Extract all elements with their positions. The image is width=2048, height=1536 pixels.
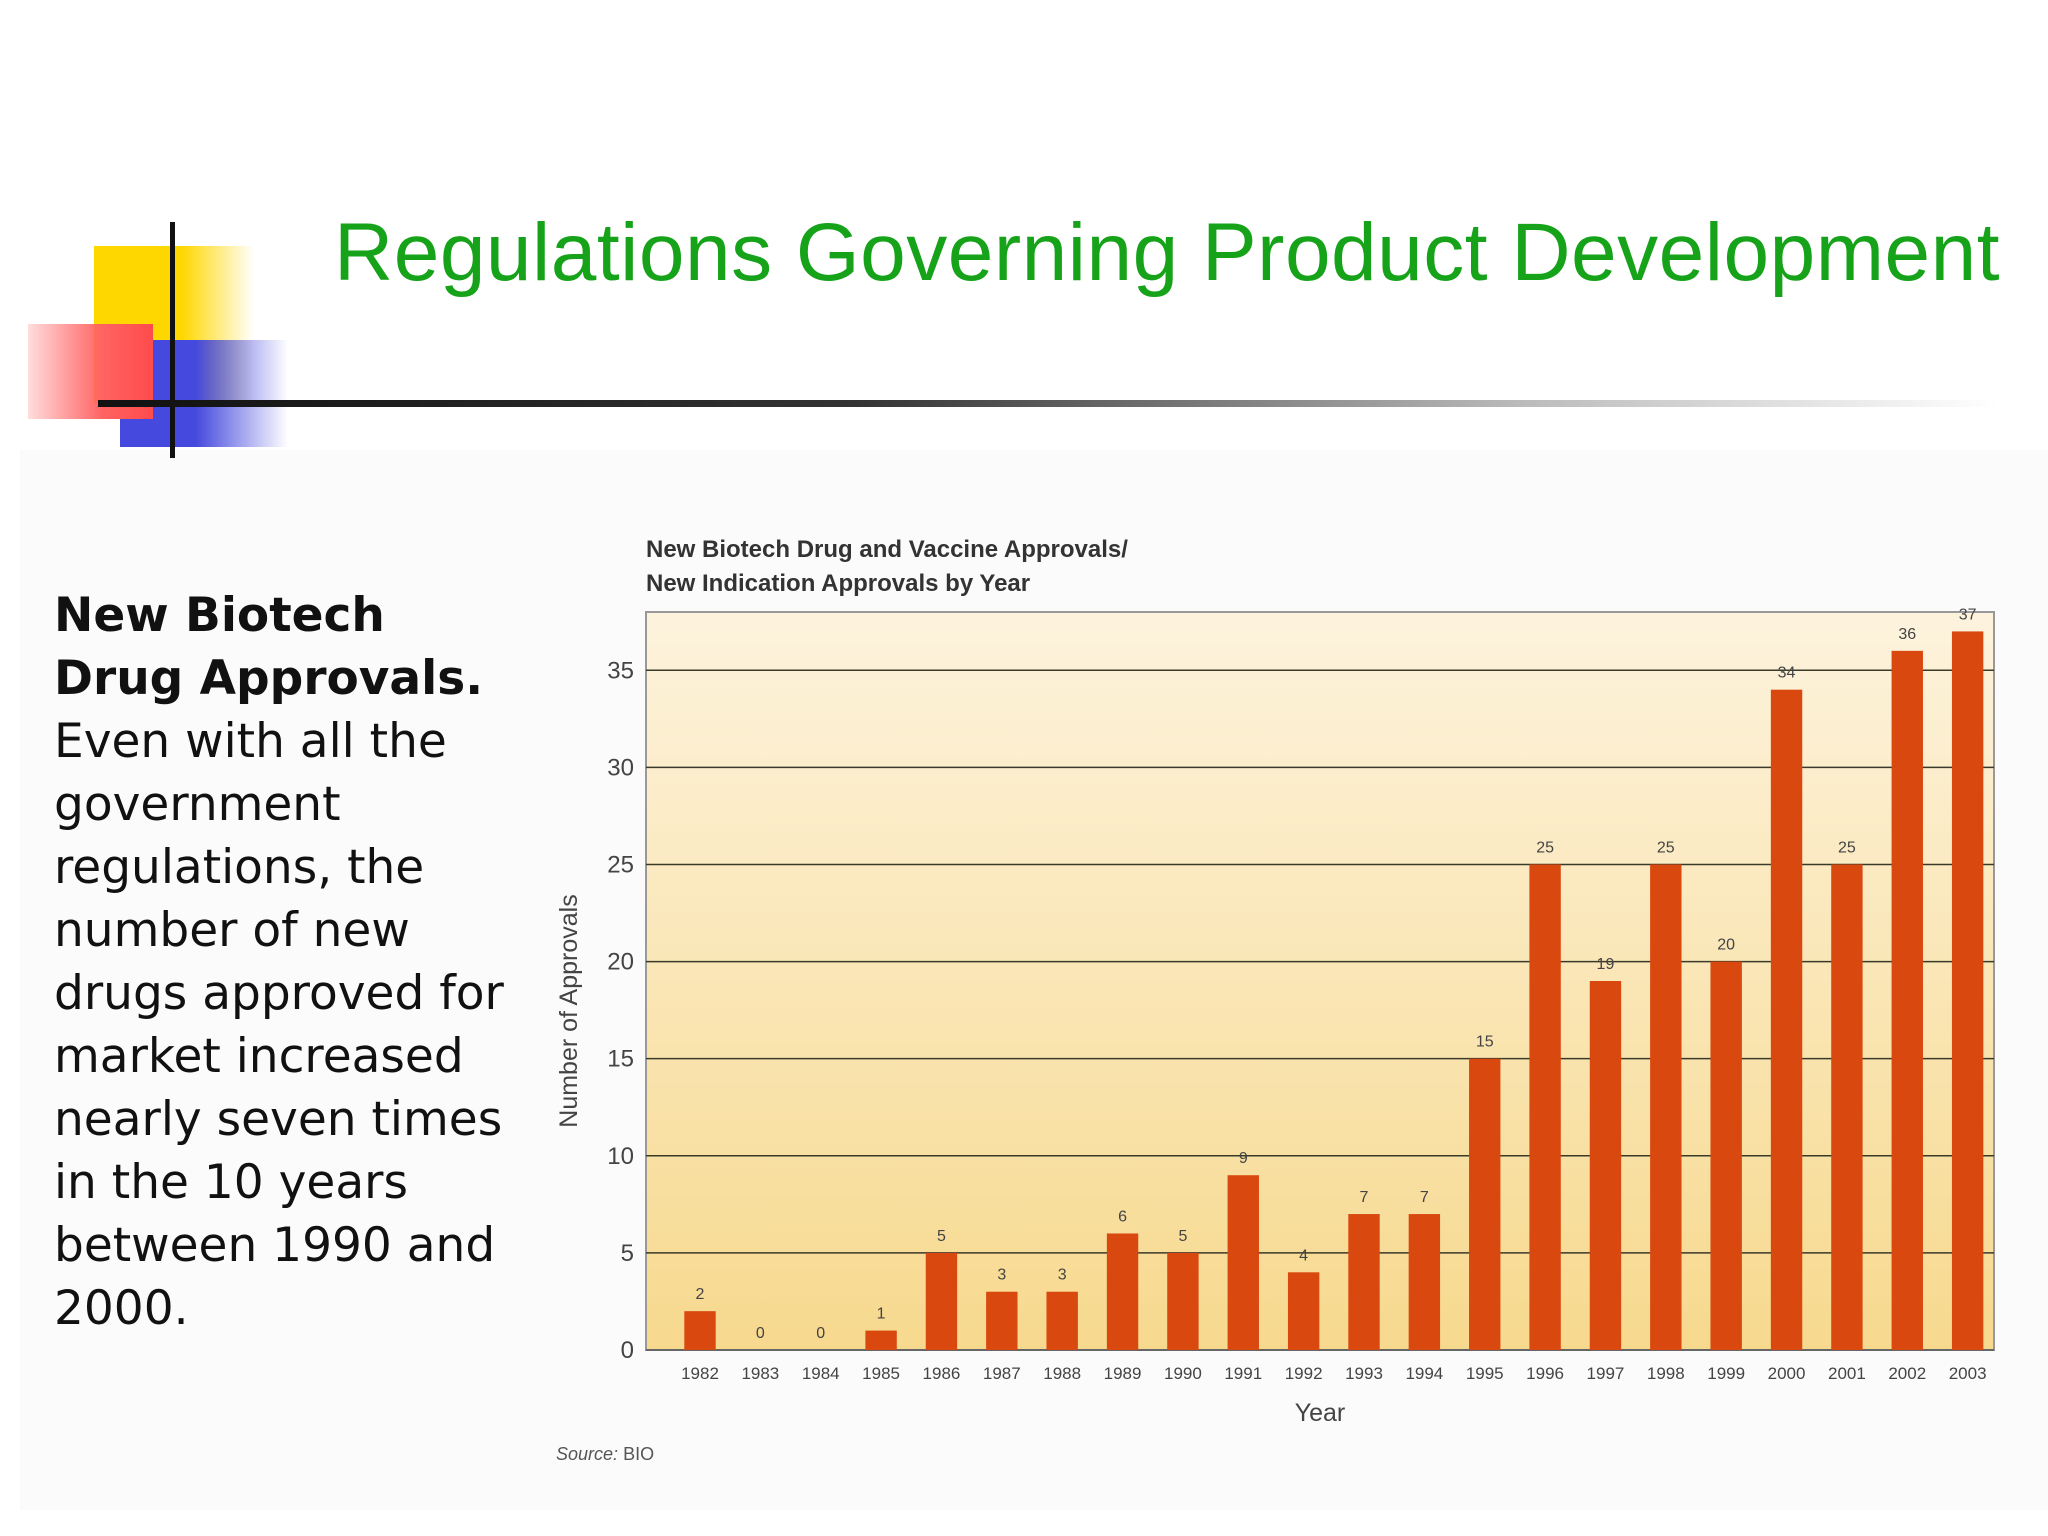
y-tick-label: 5 <box>621 1240 634 1267</box>
bar-value-label: 25 <box>1657 839 1675 856</box>
bar-1988 <box>1046 1291 1078 1350</box>
x-tick-label: 1989 <box>1104 1364 1142 1383</box>
y-tick-label: 15 <box>607 1046 634 1073</box>
bar-2003 <box>1951 631 1984 1350</box>
y-tick-label: 0 <box>621 1337 634 1364</box>
x-tick-label: 1990 <box>1164 1364 1202 1383</box>
bar-1992 <box>1287 1272 1320 1350</box>
x-tick-label: 1983 <box>741 1364 779 1383</box>
x-tick-label: 2000 <box>1768 1364 1806 1383</box>
decor-vertical-line <box>170 222 175 458</box>
source-label: Source: <box>556 1444 619 1464</box>
x-tick-label: 1993 <box>1345 1364 1383 1383</box>
y-axis-ticks: 0 5 10 15 20 25 30 35 <box>607 657 634 1364</box>
bar-value-label: 7 <box>1360 1189 1369 1206</box>
bar-1998 <box>1650 864 1682 1350</box>
bar-1991 <box>1227 1175 1259 1350</box>
bar-1995 <box>1469 1058 1501 1350</box>
bar-1993 <box>1348 1214 1380 1350</box>
x-tick-label: 1998 <box>1647 1364 1685 1383</box>
chart-title: New Biotech Drug and Vaccine Approvals/ … <box>646 533 1128 601</box>
bar-value-label: 34 <box>1778 665 1796 682</box>
bar-1989 <box>1106 1233 1139 1350</box>
bar-1999 <box>1710 961 1742 1350</box>
bar-value-label: 3 <box>1058 1267 1067 1284</box>
y-tick-label: 10 <box>607 1143 634 1170</box>
y-tick-label: 35 <box>607 657 634 684</box>
y-tick-label: 30 <box>607 754 634 781</box>
bar-1986 <box>925 1252 958 1350</box>
y-tick-label: 25 <box>607 851 634 878</box>
source-note: Source: BIO <box>556 1444 654 1465</box>
bar-1997 <box>1589 981 1622 1350</box>
x-tick-label: 1996 <box>1526 1364 1564 1383</box>
bar-value-label: 0 <box>816 1325 825 1342</box>
x-tick-label: 1991 <box>1224 1364 1262 1383</box>
bar-value-label: 5 <box>937 1228 946 1245</box>
x-tick-label: 1985 <box>862 1364 900 1383</box>
bar-value-label: 36 <box>1898 626 1916 643</box>
x-tick-label: 1999 <box>1707 1364 1745 1383</box>
bar-value-label: 0 <box>756 1325 765 1342</box>
bar-2002 <box>1891 650 1923 1350</box>
bar-value-label: 9 <box>1239 1150 1248 1167</box>
bar-value-label: 6 <box>1118 1208 1127 1225</box>
bar-1996 <box>1529 864 1561 1350</box>
source-value: BIO <box>623 1444 655 1464</box>
bar-value-label: 7 <box>1420 1189 1429 1206</box>
x-tick-label: 2002 <box>1888 1364 1926 1383</box>
x-tick-label: 1987 <box>983 1364 1021 1383</box>
decor-horizontal-line <box>98 400 1998 407</box>
bar-value-label: 25 <box>1838 839 1856 856</box>
bar-value-label: 4 <box>1299 1247 1308 1264</box>
x-tick-label: 1982 <box>681 1364 719 1383</box>
x-tick-label: 2003 <box>1949 1364 1987 1383</box>
bar-value-label: 3 <box>997 1267 1006 1284</box>
x-tick-label: 1994 <box>1405 1364 1443 1383</box>
slide-title: Regulations Governing Product Developmen… <box>334 207 2000 298</box>
x-tick-label: 1995 <box>1466 1364 1504 1383</box>
x-tick-label: 1984 <box>802 1364 840 1383</box>
x-tick-label: 1988 <box>1043 1364 1081 1383</box>
plot-area <box>645 611 1995 1351</box>
y-axis-title: Number of Approvals <box>555 894 583 1127</box>
chart-title-line-2: New Indication Approvals by Year <box>646 570 1031 597</box>
y-tick-label: 20 <box>607 949 634 976</box>
bar-value-label: 2 <box>696 1286 705 1303</box>
side-text-heading: New Biotech Drug Approvals. <box>54 588 484 706</box>
x-tick-label: 1986 <box>923 1364 961 1383</box>
x-tick-label: 1997 <box>1587 1364 1625 1383</box>
bar-1987 <box>986 1291 1018 1350</box>
bar-value-label: 37 <box>1959 606 1977 623</box>
bar-value-label: 25 <box>1536 839 1554 856</box>
bar-value-label: 5 <box>1178 1228 1187 1245</box>
bar-value-label: 1 <box>877 1306 886 1323</box>
side-text: New Biotech Drug Approvals. Even with al… <box>54 584 514 1340</box>
chart-title-line-1: New Biotech Drug and Vaccine Approvals/ <box>646 536 1128 563</box>
bar-1994 <box>1408 1214 1441 1350</box>
bar-value-label: 20 <box>1717 937 1735 954</box>
x-axis-ticks: 1982 1983 1984 1985 1986 1987 1988 1989 1990 1991… <box>681 1364 1986 1383</box>
bar-value-label: 19 <box>1597 956 1615 973</box>
x-tick-label: 1992 <box>1285 1364 1323 1383</box>
bar-1990 <box>1167 1252 1199 1350</box>
bar-2001 <box>1831 864 1863 1350</box>
bar-2000 <box>1770 689 1803 1350</box>
x-tick-label: 2001 <box>1828 1364 1866 1383</box>
x-axis-title: Year <box>1295 1399 1346 1427</box>
bar-1982 <box>684 1311 716 1350</box>
bar-1985 <box>865 1330 897 1350</box>
side-text-body: Even with all the government regulations… <box>54 714 504 1336</box>
bar-value-label: 15 <box>1476 1034 1494 1051</box>
